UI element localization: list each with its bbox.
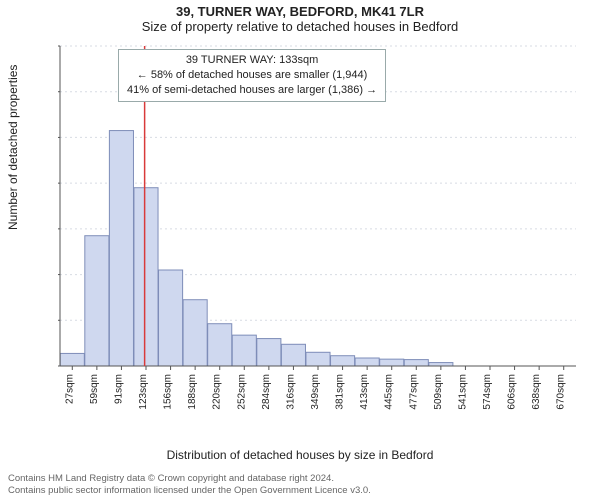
x-tick-label: 606sqm <box>507 374 518 410</box>
histogram-bar <box>85 236 109 366</box>
x-tick-label: 156sqm <box>163 374 174 410</box>
x-tick-label: 381sqm <box>335 374 346 410</box>
x-tick-label: 349sqm <box>310 374 321 410</box>
annotation-line-2: ← 58% of detached houses are smaller (1,… <box>127 68 377 83</box>
x-tick-label: 59sqm <box>89 374 100 404</box>
page-title: 39, TURNER WAY, BEDFORD, MK41 7LR <box>0 0 600 19</box>
x-tick-label: 252sqm <box>236 374 247 410</box>
x-axis-label: Distribution of detached houses by size … <box>0 448 600 462</box>
histogram-bar <box>429 363 453 366</box>
histogram-bar <box>208 324 232 366</box>
page-subtitle: Size of property relative to detached ho… <box>0 19 600 36</box>
footer-line-2: Contains public sector information licen… <box>8 485 371 496</box>
annotation-box: 39 TURNER WAY: 133sqm ← 58% of detached … <box>118 49 386 102</box>
x-tick-label: 638sqm <box>531 374 542 410</box>
x-tick-label: 541sqm <box>457 374 468 410</box>
annotation-line-1: 39 TURNER WAY: 133sqm <box>127 53 377 68</box>
histogram-bar <box>257 339 281 366</box>
histogram-bar <box>306 352 330 366</box>
histogram-bar <box>331 356 355 366</box>
histogram-bar <box>60 353 84 366</box>
x-tick-label: 509sqm <box>433 374 444 410</box>
footer-attribution: Contains HM Land Registry data © Crown c… <box>8 473 371 496</box>
histogram-bar <box>134 188 158 366</box>
chart-area: 020040060080010001200140027sqm59sqm91sqm… <box>58 42 578 412</box>
histogram-bar <box>232 335 256 366</box>
histogram-bar <box>159 270 183 366</box>
x-tick-label: 284sqm <box>261 374 272 410</box>
y-axis-label: Number of detached properties <box>6 65 20 230</box>
x-tick-label: 27sqm <box>64 374 75 404</box>
x-tick-label: 123sqm <box>138 374 149 410</box>
histogram-bar <box>281 344 305 366</box>
x-tick-label: 445sqm <box>384 374 395 410</box>
x-tick-label: 413sqm <box>359 374 370 410</box>
histogram-bar <box>380 359 404 366</box>
histogram-bar <box>109 131 133 366</box>
x-tick-label: 574sqm <box>482 374 493 410</box>
histogram-bar <box>355 358 379 366</box>
x-tick-label: 316sqm <box>285 374 296 410</box>
footer-line-1: Contains HM Land Registry data © Crown c… <box>8 473 371 484</box>
x-tick-label: 477sqm <box>408 374 419 410</box>
x-tick-label: 188sqm <box>187 374 198 410</box>
histogram-bar <box>404 360 428 366</box>
annotation-line-3: 41% of semi-detached houses are larger (… <box>127 83 377 98</box>
x-tick-label: 670sqm <box>556 374 567 410</box>
x-tick-label: 91sqm <box>113 374 124 404</box>
histogram-bar <box>183 300 207 366</box>
x-tick-label: 220sqm <box>212 374 223 410</box>
